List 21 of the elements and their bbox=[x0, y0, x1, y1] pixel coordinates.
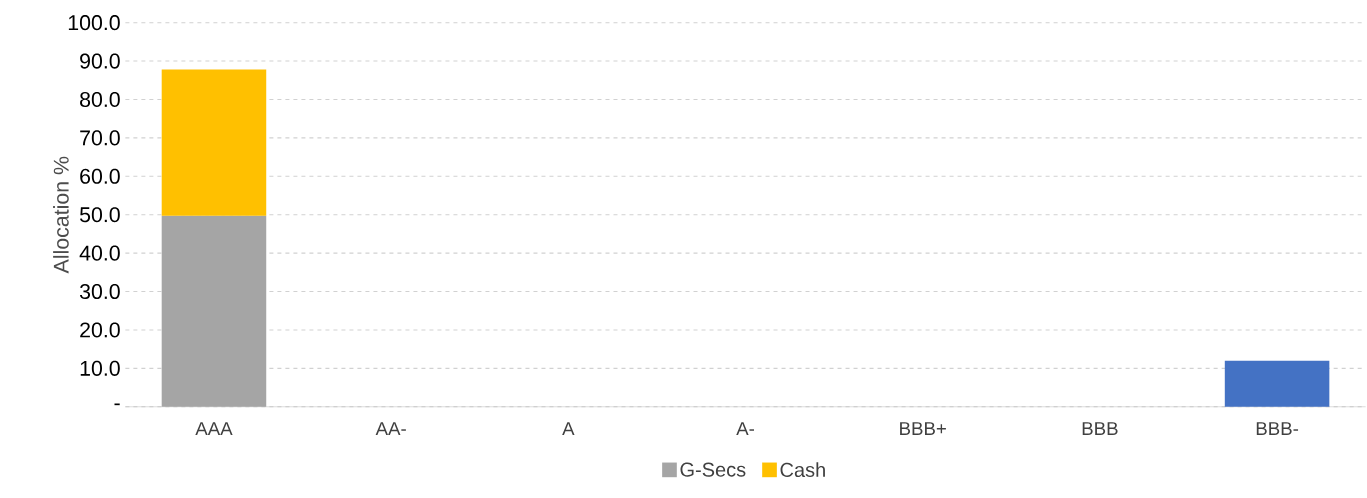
y-tick-label: 80.0 bbox=[80, 91, 120, 107]
y-tick-label: 20.0 bbox=[80, 322, 120, 338]
legend-label: G-Secs bbox=[680, 462, 746, 477]
y-axis-title: Allocation % bbox=[53, 156, 69, 274]
x-tick-label: AAA bbox=[195, 422, 233, 435]
x-tick-label: BBB+ bbox=[900, 422, 946, 435]
x-tick-label: A bbox=[562, 422, 575, 435]
legend-label: Cash bbox=[780, 462, 825, 477]
x-tick-label: A- bbox=[736, 422, 755, 435]
y-tick-label: 60.0 bbox=[80, 168, 120, 184]
x-tick-label: BBB bbox=[1082, 422, 1118, 435]
y-tick-label: 40.0 bbox=[79, 245, 120, 261]
y-tick-label: 30.0 bbox=[79, 283, 120, 300]
y-tick-label: 70.0 bbox=[80, 130, 120, 146]
y-tick-label: 100.0 bbox=[68, 15, 120, 31]
y-tick-label: 50.0 bbox=[79, 207, 120, 223]
x-tick-label: AA- bbox=[375, 422, 406, 435]
y-tick-label: 10.0 bbox=[80, 360, 120, 376]
y-tick-label: 90.0 bbox=[80, 53, 120, 69]
y-tick-label: - bbox=[114, 403, 120, 406]
x-tick-label: BBB- bbox=[1256, 422, 1299, 435]
